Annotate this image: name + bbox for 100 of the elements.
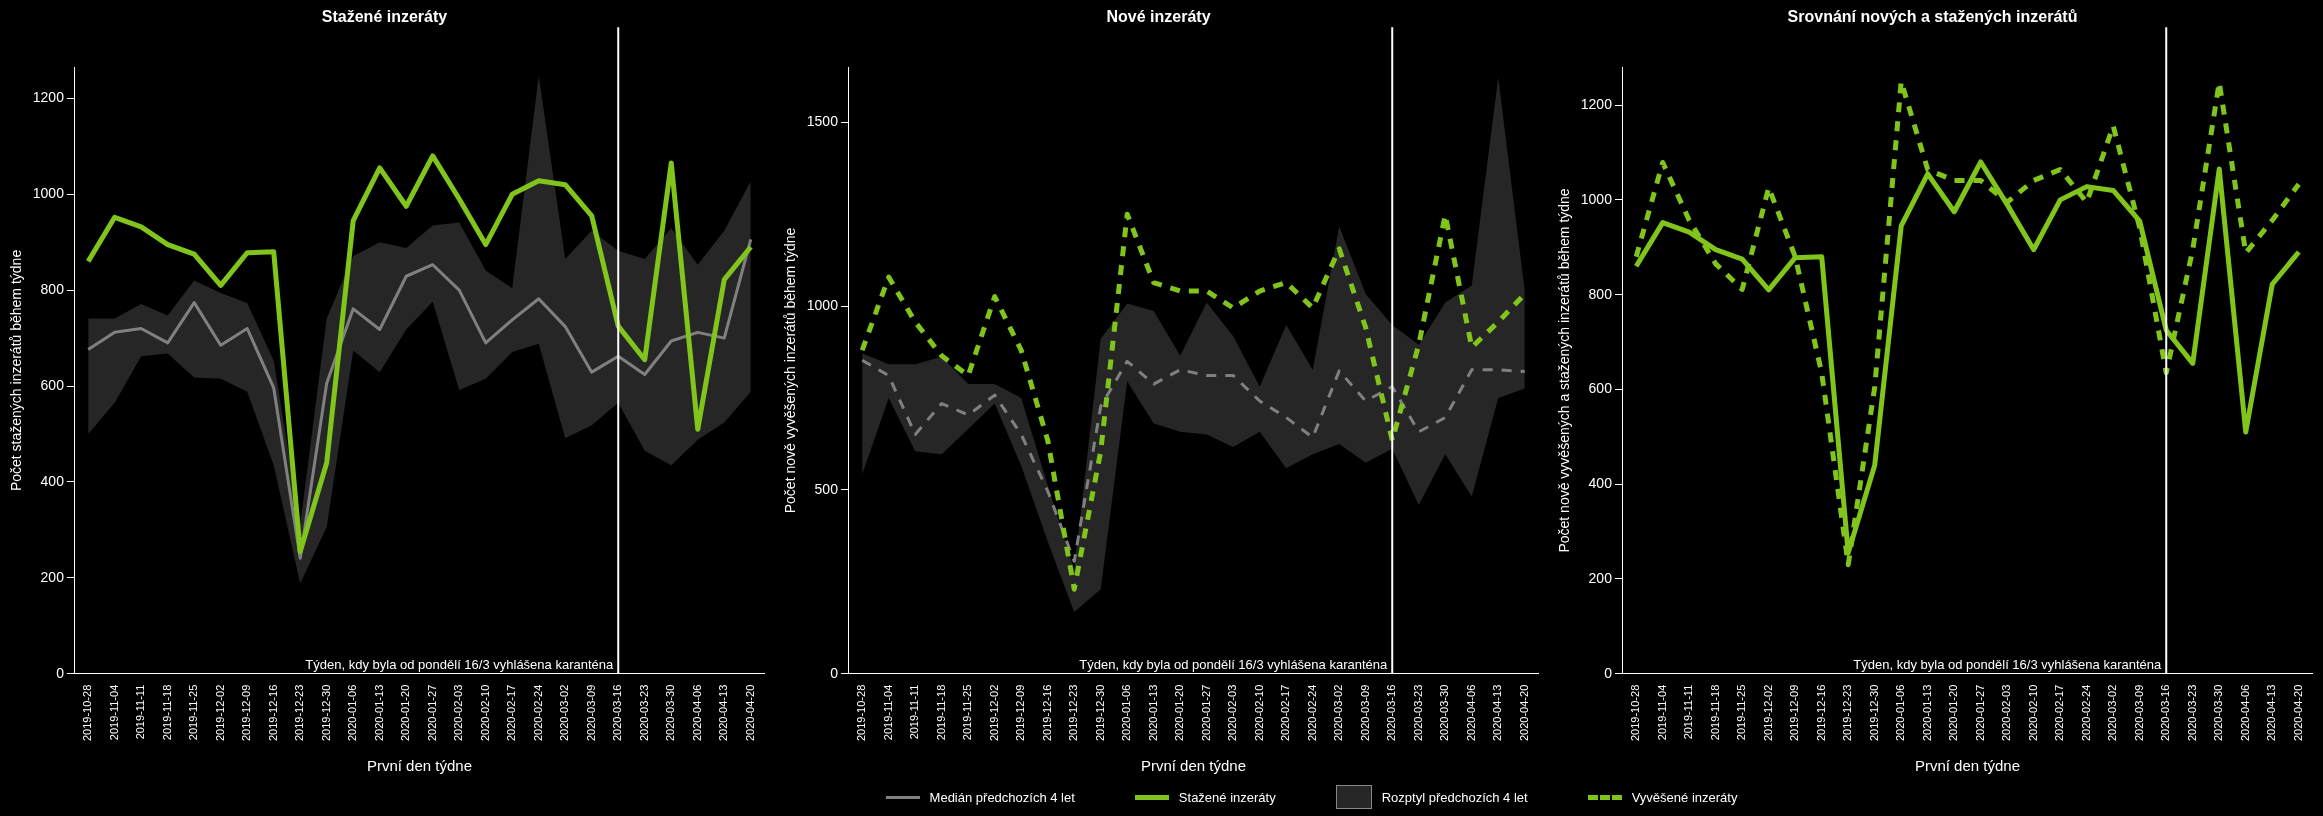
x-tick-label: 2020-03-16 <box>611 684 624 742</box>
x-tick-label: 2019-12-09 <box>1788 684 1801 742</box>
x-tick-label: 2020-04-20 <box>743 684 756 742</box>
x-tick-label: 2020-03-16 <box>1385 684 1398 742</box>
x-tick-label: 2020-03-02 <box>558 684 571 742</box>
legend-label: Vyvěšené inzeráty <box>1631 789 1738 805</box>
x-tick-label: 2019-12-23 <box>1067 684 1080 742</box>
x-tick-label: 2019-11-11 <box>908 684 921 740</box>
x-tick-label: 2020-04-13 <box>1491 684 1504 742</box>
x-tick-label: 2020-02-03 <box>1226 684 1239 742</box>
x-tick-label: 2019-11-04 <box>881 684 894 741</box>
chart-title: Nové inzeráty <box>1106 8 1211 26</box>
chart-title: Stažené inzeráty <box>321 8 448 26</box>
y-tick-label: 1200 <box>32 89 65 106</box>
x-tick-label: 2019-12-30 <box>319 684 332 742</box>
y-tick-label: 400 <box>40 472 65 489</box>
x-tick-label: 2019-11-11 <box>1682 684 1695 740</box>
x-tick-label: 2019-12-02 <box>987 684 1000 742</box>
x-tick-label: 2020-03-09 <box>1358 684 1371 742</box>
x-tick-label: 2020-01-13 <box>1146 684 1159 742</box>
y-tick-label: 400 <box>1588 475 1613 492</box>
x-tick-label: 2019-12-23 <box>293 684 306 742</box>
y-tick-label: 0 <box>1604 664 1613 681</box>
ref-line-label: Týden, kdy byla od pondělí 16/3 vyhlášena karanténa <box>1853 656 2163 672</box>
x-tick-label: 2019-12-16 <box>1040 684 1053 742</box>
x-tick-label: 2020-02-17 <box>2053 684 2066 742</box>
ref-line-label: Týden, kdy byla od pondělí 16/3 vyhlášena karanténa <box>1079 656 1389 672</box>
x-tick-label: 2020-02-03 <box>452 684 465 742</box>
x-tick-label: 2019-11-25 <box>1735 684 1748 741</box>
x-tick-label: 2019-11-18 <box>934 684 947 741</box>
y-axis-title: Počet nově vyvěšených inzerátů během týdne <box>782 227 799 514</box>
x-tick-label: 2019-12-16 <box>266 684 279 742</box>
x-tick-label: 2020-01-27 <box>425 684 438 742</box>
x-tick-label: 2020-02-17 <box>1279 684 1292 742</box>
legend-label: Medián předchozích 4 let <box>929 789 1075 805</box>
x-tick-label: 2020-02-10 <box>2026 684 2039 742</box>
x-tick-label: 2020-03-23 <box>637 684 650 742</box>
x-axis-title: První den týdne <box>366 757 473 775</box>
x-tick-label: 2019-12-09 <box>240 684 253 742</box>
y-axis-title: Počet nově vyvěšených a stažených inzerátů během týdne <box>1556 188 1573 553</box>
y-tick-label: 1200 <box>1580 95 1613 112</box>
x-tick-label: 2020-01-20 <box>1947 684 1960 742</box>
y-tick-label: 200 <box>1588 569 1613 586</box>
chart-title: Srovnání nových a stažených inzerátů <box>1787 8 2078 26</box>
x-tick-label: 2019-11-11 <box>134 684 147 740</box>
x-tick-label: 2020-03-30 <box>664 684 677 742</box>
x-axis-title: První den týdne <box>1914 757 2021 775</box>
x-tick-label: 2020-04-20 <box>2291 684 2304 742</box>
x-tick-label: 2020-02-24 <box>1305 684 1318 742</box>
x-tick-label: 2019-12-16 <box>1814 684 1827 742</box>
y-tick-label: 800 <box>40 281 65 298</box>
x-tick-label: 2020-01-20 <box>399 684 412 742</box>
x-tick-label: 2020-01-27 <box>1973 684 1986 742</box>
x-tick-label: 2020-02-03 <box>2000 684 2013 742</box>
y-tick-label: 1000 <box>32 185 65 202</box>
x-tick-label: 2019-12-02 <box>213 684 226 742</box>
y-tick-label: 800 <box>1588 285 1613 302</box>
y-tick-label: 500 <box>814 480 839 497</box>
x-tick-label: 2019-11-18 <box>1708 684 1721 741</box>
y-tick-label: 600 <box>40 376 65 393</box>
y-axis-title: Počet stažených inzerátů během týdne <box>8 249 25 492</box>
line-series <box>860 358 1527 563</box>
x-tick-label: 2019-12-30 <box>1093 684 1106 742</box>
x-tick-label: 2019-11-25 <box>187 684 200 741</box>
x-tick-label: 2020-03-30 <box>1438 684 1451 742</box>
x-tick-label: 2019-11-04 <box>1655 684 1668 741</box>
x-axis-title: První den týdne <box>1140 757 1247 775</box>
x-tick-label: 2020-01-27 <box>1199 684 1212 742</box>
y-tick-label: 1000 <box>1580 190 1613 207</box>
x-tick-label: 2020-04-06 <box>690 684 703 742</box>
ref-line-label: Týden, kdy byla od pondělí 16/3 vyhlášena karanténa <box>305 656 615 672</box>
x-tick-label: 2019-11-18 <box>160 684 173 741</box>
x-tick-label: 2020-04-13 <box>717 684 730 742</box>
x-tick-label: 2020-03-09 <box>2132 684 2145 742</box>
x-tick-label: 2019-12-30 <box>1867 684 1880 742</box>
x-tick-label: 2020-03-09 <box>584 684 597 742</box>
x-tick-label: 2020-01-13 <box>372 684 385 742</box>
x-tick-label: 2020-04-20 <box>1517 684 1530 742</box>
x-tick-label: 2019-10-28 <box>81 684 94 742</box>
x-tick-label: 2019-10-28 <box>855 684 868 742</box>
x-tick-label: 2019-10-28 <box>1629 684 1642 742</box>
x-tick-label: 2019-12-23 <box>1841 684 1854 742</box>
x-tick-label: 2020-03-02 <box>1332 684 1345 742</box>
text: Rozptyl předchozích 4 let <box>1381 789 1528 805</box>
x-tick-label: 2020-04-06 <box>2238 684 2251 742</box>
x-tick-label: 2020-01-20 <box>1173 684 1186 742</box>
x-tick-label: 2020-04-06 <box>1464 684 1477 742</box>
x-tick-label: 2020-03-30 <box>2212 684 2225 742</box>
y-tick-label: 0 <box>56 664 65 681</box>
x-tick-label: 2020-02-17 <box>505 684 518 742</box>
x-tick-label: 2020-01-06 <box>1894 684 1907 742</box>
y-tick-label: 0 <box>830 664 839 681</box>
x-tick-label: 2020-04-13 <box>2265 684 2278 742</box>
y-tick-label: 600 <box>1588 380 1613 397</box>
x-tick-label: 2020-02-10 <box>1252 684 1265 742</box>
legend-label: Stažené inzeráty <box>1178 789 1276 805</box>
x-tick-label: 2020-03-23 <box>1411 684 1424 742</box>
x-tick-label: 2019-11-25 <box>961 684 974 741</box>
x-tick-label: 2020-02-24 <box>2079 684 2092 742</box>
x-tick-label: 2020-02-10 <box>478 684 491 742</box>
